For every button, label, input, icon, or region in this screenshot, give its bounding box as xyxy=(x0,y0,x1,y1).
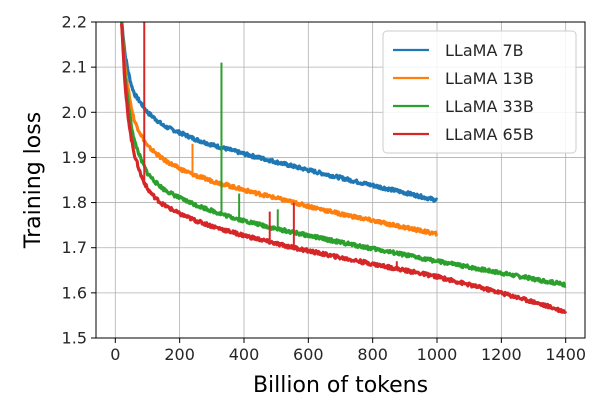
x-tick-label: 1200 xyxy=(481,345,522,364)
x-tick-label: 1400 xyxy=(545,345,586,364)
y-axis-label: Training loss xyxy=(21,112,46,249)
legend-label: LLaMA 7B xyxy=(445,41,524,60)
x-tick-label: 1000 xyxy=(417,345,458,364)
y-tick-label: 1.8 xyxy=(62,193,87,212)
series-line xyxy=(120,23,568,314)
legend-label: LLaMA 13B xyxy=(445,69,534,88)
series-layer xyxy=(120,22,568,314)
x-tick-label: 0 xyxy=(110,345,120,364)
series-line xyxy=(120,22,439,203)
y-tick-label: 2.2 xyxy=(62,13,87,32)
legend-label: LLaMA 65B xyxy=(445,125,534,144)
series-line xyxy=(120,23,439,237)
series-llama-65b xyxy=(120,22,568,314)
x-tick-label: 200 xyxy=(164,345,195,364)
y-tick-label: 1.9 xyxy=(62,148,87,167)
x-tick-label: 400 xyxy=(229,345,260,364)
axis-ticks: 0 200 400 600 800 1000 1200 1400 1.5 1.6 1.7 1.8 1.9… xyxy=(62,13,587,365)
y-tick-label: 1.5 xyxy=(62,329,87,348)
x-tick-label: 600 xyxy=(293,345,324,364)
series-llama-33b xyxy=(120,22,567,288)
y-tick-label: 2.0 xyxy=(62,103,87,122)
legend-label: LLaMA 33B xyxy=(445,97,534,116)
x-axis-label: Billion of tokens xyxy=(253,373,428,398)
plot-frame xyxy=(95,21,586,339)
series-line xyxy=(120,22,567,288)
y-tick-label: 2.1 xyxy=(62,58,87,77)
series-llama-13b xyxy=(120,23,439,237)
legend-box xyxy=(382,30,577,154)
x-tick-label: 800 xyxy=(357,345,388,364)
series-llama-7b xyxy=(120,22,439,203)
legend: LLaMA 7B LLaMA 13B LLaMA 33B LLaMA 65B xyxy=(382,30,577,154)
y-tick-label: 1.6 xyxy=(62,283,87,302)
y-tick-label: 1.7 xyxy=(62,238,87,257)
